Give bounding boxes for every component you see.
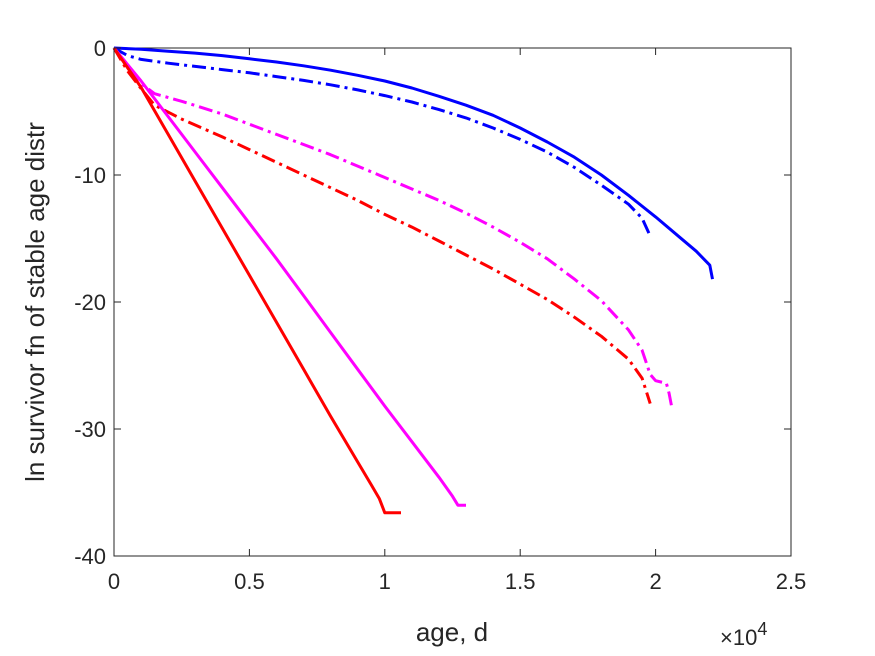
series-layer — [112, 46, 714, 515]
x-tick-label: 2 — [649, 569, 661, 594]
x-tick-label: 1 — [379, 569, 391, 594]
x-axis-multiplier: ×104 — [720, 619, 767, 650]
y-tick-label: -10 — [74, 163, 106, 188]
y-tick-label: -40 — [74, 544, 106, 569]
tick-layer: 0 0.5 1 1.5 2 2.5 -40 -30 -20 -10 0 — [74, 36, 806, 594]
series-line-3 — [112, 47, 652, 405]
x-tick-label: 0.5 — [234, 569, 265, 594]
x-tick-label: 1.5 — [505, 569, 536, 594]
series-line-4 — [112, 47, 466, 507]
y-axis-label: ln survivor fn of stable age distr — [20, 122, 50, 482]
y-tick-label: 0 — [94, 36, 106, 61]
x-tick-label: 0 — [108, 569, 120, 594]
x-axis-multiplier-base: ×10 — [720, 625, 757, 650]
series-line-0 — [113, 46, 714, 280]
y-tick-label: -30 — [74, 417, 106, 442]
x-axis-multiplier-exp: 4 — [757, 619, 767, 639]
plot-area — [113, 47, 792, 557]
x-axis-label: age, d — [416, 617, 488, 647]
x-tick-label: 2.5 — [776, 569, 807, 594]
series-line-5 — [112, 47, 401, 515]
y-tick-label: -20 — [74, 290, 106, 315]
series-line-1 — [113, 46, 652, 237]
